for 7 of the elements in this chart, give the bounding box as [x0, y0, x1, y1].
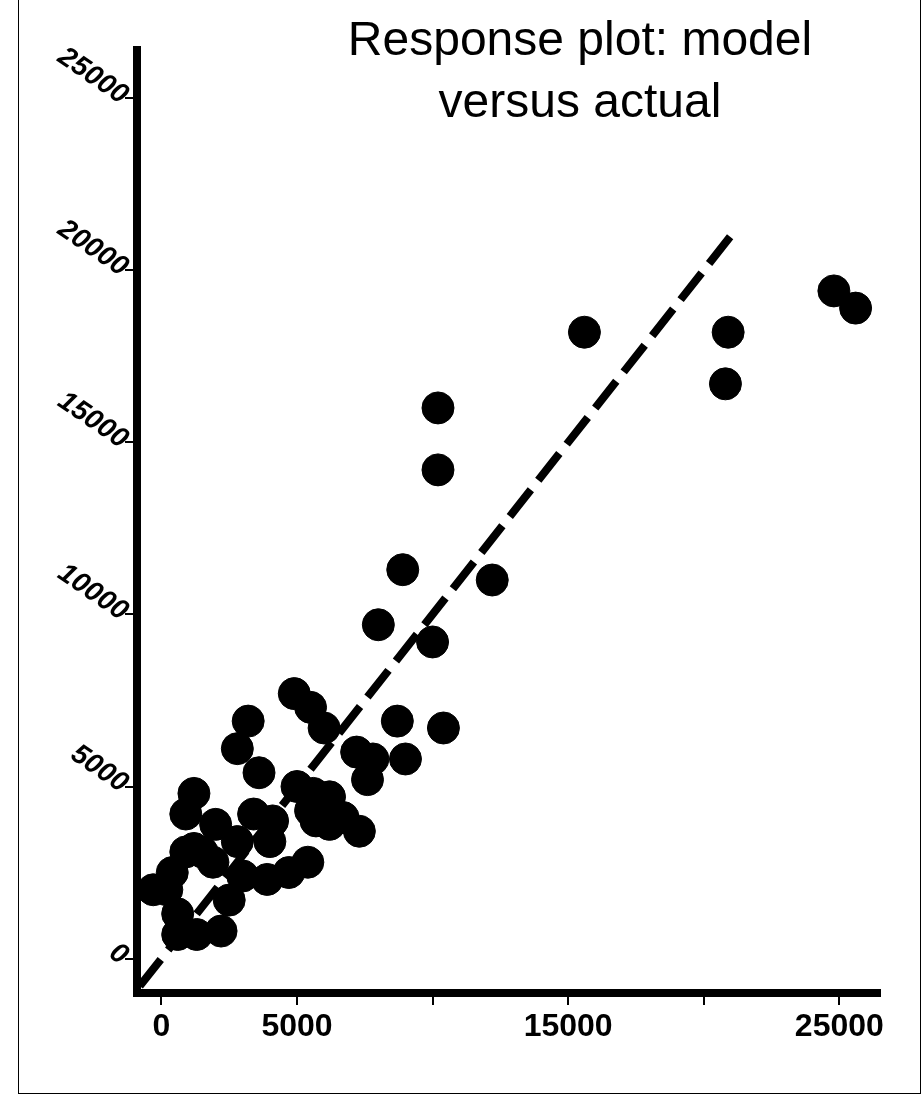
y-tick-label: 5000 [65, 737, 136, 799]
y-tick-label: 0 [104, 935, 136, 971]
x-tick-label: 25000 [794, 1007, 884, 1044]
x-tick-label: 5000 [261, 1007, 333, 1044]
x-tick-label: 15000 [523, 1007, 613, 1044]
x-tick-label: 0 [152, 1007, 171, 1044]
chart-title: Response plot: model versus actual [346, 11, 814, 129]
